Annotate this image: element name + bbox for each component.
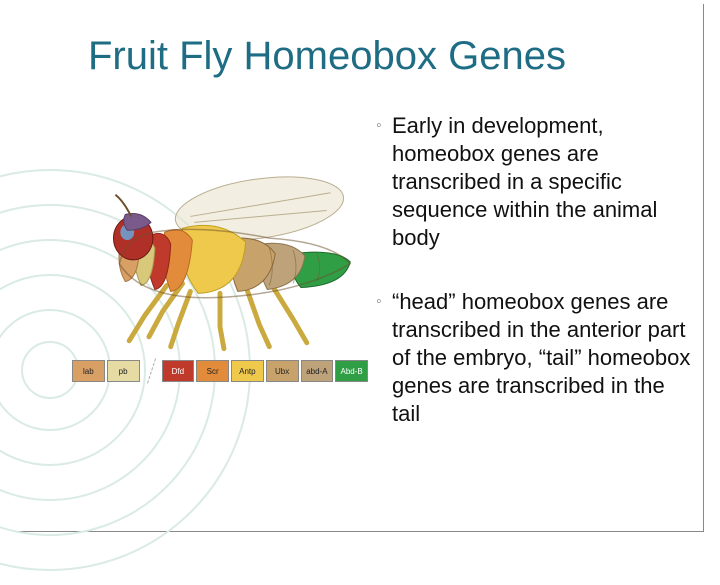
gene-Ubx: Ubx [266, 360, 299, 382]
page-title: Fruit Fly Homeobox Genes [88, 34, 566, 79]
bullet-item: ◦ Early in development, homeobox genes a… [376, 112, 692, 252]
bullet-list: ◦ Early in development, homeobox genes a… [376, 112, 692, 464]
bullet-text: Early in development, homeobox genes are… [392, 112, 692, 252]
gene-Abd-B: Abd-B [335, 360, 368, 382]
gene-pb: pb [107, 360, 140, 382]
gene-Scr: Scr [196, 360, 229, 382]
hox-gene-bar: labpb DfdScrAntpUbxabd-AAbd-B [72, 360, 368, 382]
bullet-item: ◦ “head” homeobox genes are transcribed … [376, 288, 692, 428]
bullet-marker: ◦ [376, 288, 392, 428]
gene-Antp: Antp [231, 360, 264, 382]
bullet-marker: ◦ [376, 112, 392, 252]
bullet-text: “head” homeobox genes are transcribed in… [392, 288, 692, 428]
fruit-fly-diagram [72, 144, 368, 354]
gene-bar-gap [142, 360, 160, 382]
gene-lab: lab [72, 360, 105, 382]
gene-Dfd: Dfd [162, 360, 195, 382]
gene-abd-A: abd-A [301, 360, 334, 382]
